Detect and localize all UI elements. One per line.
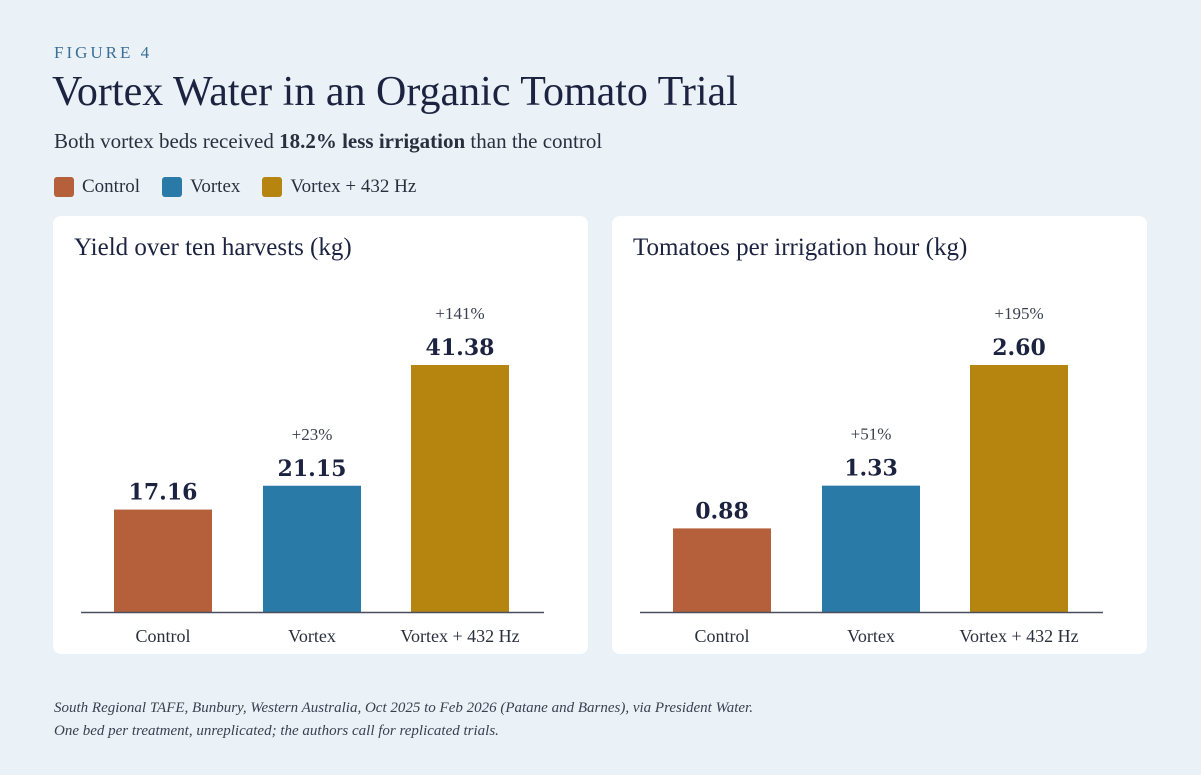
value-label-0-0: 17.16 (129, 480, 198, 506)
efficiency-chart-panel: Tomatoes per irrigation hour (kg) 0.88 Co… (612, 216, 1147, 654)
bar-1-0 (673, 528, 771, 612)
x-tick-label-0-0: Control (135, 626, 190, 646)
value-label-0-1: 21.15 (278, 456, 347, 482)
legend-label-vortex-432: Vortex + 432 Hz (290, 176, 417, 197)
subtitle-text-start: Both vortex beds received (54, 129, 280, 153)
figure-label: FIGURE 4 (54, 43, 153, 62)
legend-item-control: Control (54, 176, 140, 198)
legend-label-control: Control (82, 176, 141, 197)
bar-0-0 (114, 509, 212, 612)
figure-title: Vortex Water in an Organic Tomato Trial (52, 69, 738, 115)
efficiency-chart: 0.88 Control 1.33 +51% Vortex 2.60 +195% Vortex… (640, 304, 1103, 646)
legend: Control Vortex Vortex + 432 Hz (54, 176, 416, 198)
bar-0-1 (263, 485, 361, 612)
legend-label-vortex: Vortex (190, 176, 241, 197)
x-tick-label-1-1: Vortex (847, 626, 895, 646)
value-label-0-2: 41.38 (426, 335, 495, 361)
legend-swatch-control (54, 177, 74, 197)
yield-chart: 17.16 Control 21.15 +23% Vortex 41.38 +141% Vor… (81, 304, 544, 646)
source-note: South Regional TAFE, Bunbury, Western Au… (54, 697, 753, 743)
yield-chart-panel: Yield over ten harvests (kg) 17.16 Contro… (53, 216, 588, 654)
legend-item-vortex: Vortex (162, 176, 240, 198)
x-tick-label-1-2: Vortex + 432 Hz (959, 626, 1078, 646)
yield-chart-title: Yield over ten harvests (kg) (74, 234, 352, 261)
x-tick-label-0-2: Vortex + 432 Hz (400, 626, 519, 646)
x-tick-label-1-0: Control (694, 626, 749, 646)
value-label-1-2: 2.60 (992, 335, 1046, 361)
legend-swatch-vortex (162, 177, 183, 197)
value-label-1-0: 0.88 (695, 498, 749, 524)
bar-1-1 (822, 485, 920, 612)
subtitle-text-end: than the control (465, 129, 603, 153)
legend-swatch-vortex-432 (262, 177, 283, 197)
bar-0-2 (411, 365, 509, 612)
subtitle-emphasis: 18.2% less irrigation (279, 129, 466, 153)
efficiency-chart-title: Tomatoes per irrigation hour (kg) (633, 234, 968, 261)
bar-1-2 (970, 365, 1068, 612)
x-tick-label-0-1: Vortex (288, 626, 336, 646)
figure-subtitle: Both vortex beds received 18.2% less irr… (54, 129, 602, 154)
source-note-line-1: South Regional TAFE, Bunbury, Western Au… (54, 700, 753, 716)
legend-item-vortex-432: Vortex + 432 Hz (262, 176, 416, 198)
change-label-1-2: +195% (994, 304, 1043, 323)
change-label-1-1: +51% (851, 425, 892, 444)
change-label-0-2: +141% (435, 304, 484, 323)
source-note-line-2: One bed per treatment, unreplicated; the… (54, 723, 499, 739)
value-label-1-1: 1.33 (844, 456, 898, 482)
change-label-0-1: +23% (292, 425, 333, 444)
